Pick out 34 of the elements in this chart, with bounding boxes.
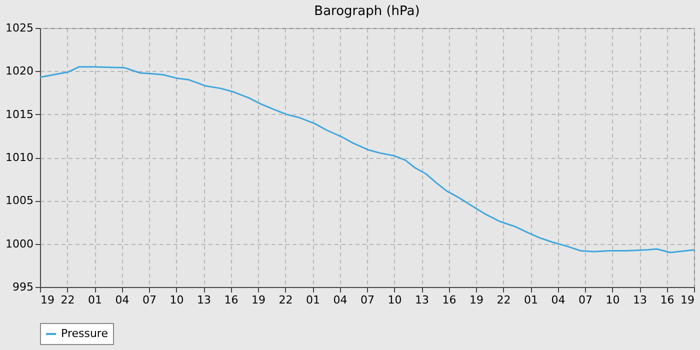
x-tick-label: 10 (170, 294, 184, 306)
x-tick-label: 04 (115, 294, 130, 306)
x-tick-label: 19 (470, 294, 484, 306)
y-tick-label: 1005 (6, 194, 34, 208)
x-tick-label: 22 (278, 294, 293, 306)
x-tick-label: 04 (333, 294, 348, 306)
x-tick-label: 01 (524, 294, 538, 306)
y-tick-label: 995 (12, 280, 34, 294)
x-tick-label: 16 (442, 294, 456, 306)
x-tick-label: 16 (224, 294, 238, 306)
x-tick-label: 04 (551, 294, 566, 306)
x-tick-label: 19 (40, 294, 54, 306)
x-tick-label: 07 (142, 294, 156, 306)
x-tick-label: 16 (660, 294, 674, 306)
x-tick-label: 10 (388, 294, 402, 306)
x-tick-label: 13 (415, 294, 429, 306)
legend-label: Pressure (61, 327, 108, 340)
y-tick-label: 1000 (6, 237, 34, 250)
x-tick-label: 13 (197, 294, 211, 306)
x-tick-label: 22 (496, 294, 511, 306)
x-tick-label: 01 (88, 294, 102, 306)
x-tick-label: 07 (360, 294, 374, 306)
x-tick-label: 10 (606, 294, 620, 306)
y-tick-label: 1025 (6, 22, 34, 34)
x-tick-label: 19 (252, 294, 266, 306)
x-tick-label: 01 (306, 294, 320, 306)
x-tick-label: 07 (578, 294, 592, 306)
y-tick-label: 1020 (6, 64, 34, 78)
x-tick-label: 13 (633, 294, 647, 306)
x-tick-label: 19 (680, 294, 694, 306)
chart-title: Barograph (hPa) (314, 4, 420, 19)
y-tick-label: 1010 (6, 151, 34, 164)
x-tick-label: 22 (60, 294, 75, 306)
y-tick-label: 1015 (6, 108, 34, 121)
